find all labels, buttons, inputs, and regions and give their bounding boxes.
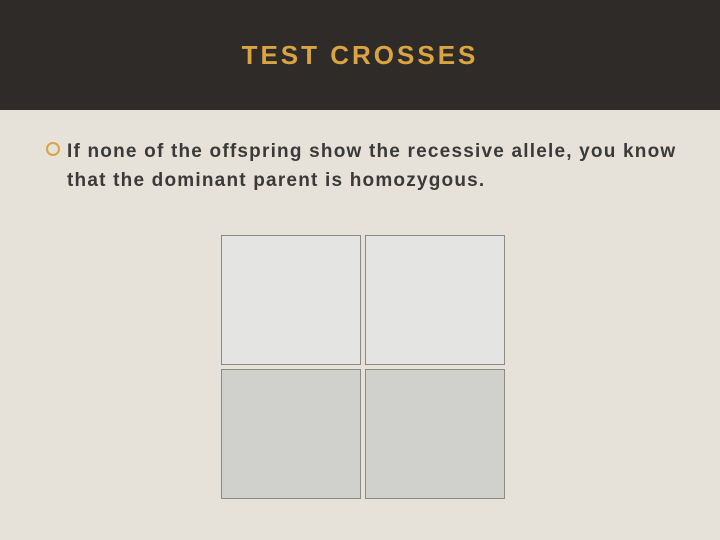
bullet-circle-icon xyxy=(45,141,61,157)
bullet-item: If none of the offspring show the recess… xyxy=(45,138,680,195)
punnett-square xyxy=(221,235,505,499)
punnett-cell xyxy=(221,235,361,365)
punnett-cell xyxy=(221,369,361,499)
title-bar: TEST CROSSES xyxy=(0,0,720,110)
bullet-text: If none of the offspring show the recess… xyxy=(67,138,680,195)
punnett-cell xyxy=(365,369,505,499)
slide-title: TEST CROSSES xyxy=(242,40,479,71)
punnett-square-container xyxy=(45,235,680,499)
punnett-cell xyxy=(365,235,505,365)
content-area: If none of the offspring show the recess… xyxy=(0,110,720,499)
